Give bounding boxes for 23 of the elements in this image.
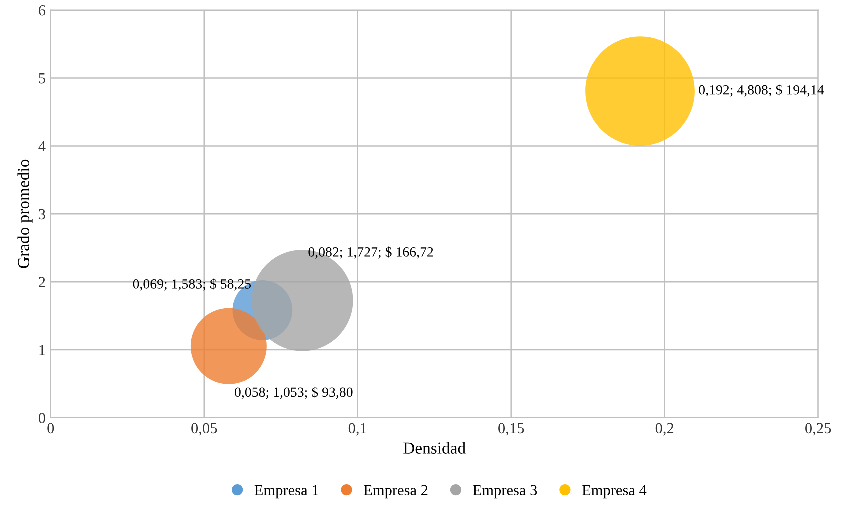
- y-tick-label: 1: [40, 345, 46, 356]
- y-tick-label: 5: [39, 74, 46, 84]
- data-label: 0,192; 4,808; $ 194,14: [699, 84, 824, 97]
- x-axis-title: Densidad: [404, 442, 466, 454]
- y-tick-label: 2: [39, 277, 46, 288]
- data-label: 0,069; 1,583; $ 58,25: [133, 278, 252, 291]
- x-tick-label: 0,2: [656, 423, 674, 436]
- x-tick-label: 0,25: [806, 423, 832, 436]
- y-axis-title: Grado promedio: [18, 160, 33, 268]
- x-tick-label: 0: [48, 423, 54, 434]
- y-tick-label: 3: [39, 209, 46, 220]
- y-tick-label: 4: [38, 141, 46, 152]
- legend-label: Empresa 1: [254, 485, 318, 499]
- x-tick-label: 0,1: [348, 423, 366, 436]
- data-label: 0,082; 1,727; $ 166,72: [308, 246, 434, 259]
- legend-label: Empresa 4: [582, 485, 647, 499]
- x-tick-label: 0,05: [192, 423, 218, 436]
- y-tick-label: 0: [38, 413, 46, 424]
- y-tick-label: 6: [39, 6, 46, 16]
- x-tick-label: 0,15: [498, 423, 524, 436]
- legend-label: Empresa 3: [473, 485, 538, 499]
- data-label: 0,058; 1,053; $ 93,80: [235, 386, 353, 400]
- legend-label: Empresa 2: [364, 485, 428, 499]
